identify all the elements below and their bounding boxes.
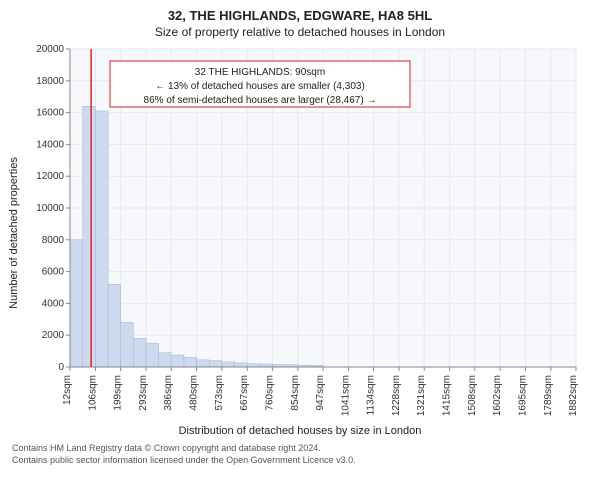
histogram-bar — [95, 111, 108, 367]
svg-text:0: 0 — [58, 362, 64, 373]
svg-text:16000: 16000 — [36, 108, 64, 119]
svg-text:480sqm: 480sqm — [189, 375, 200, 411]
svg-text:1789sqm: 1789sqm — [543, 375, 554, 416]
chart-wrap: Number of detached properties 0200040006… — [26, 43, 586, 423]
callout-line-3: 86% of semi-detached houses are larger (… — [144, 95, 377, 106]
svg-text:10000: 10000 — [36, 203, 64, 214]
svg-text:947sqm: 947sqm — [315, 375, 326, 411]
svg-text:1228sqm: 1228sqm — [391, 375, 402, 416]
histogram-bar — [146, 343, 159, 367]
svg-text:1321sqm: 1321sqm — [416, 375, 427, 416]
svg-text:1602sqm: 1602sqm — [492, 375, 503, 416]
callout-line-2: ← 13% of detached houses are smaller (4,… — [155, 81, 365, 92]
svg-text:12sqm: 12sqm — [62, 375, 73, 405]
svg-text:18000: 18000 — [36, 76, 64, 87]
histogram-bar — [121, 322, 134, 367]
svg-text:6000: 6000 — [42, 267, 65, 278]
svg-text:106sqm: 106sqm — [87, 375, 98, 411]
svg-text:199sqm: 199sqm — [113, 375, 124, 411]
svg-text:1134sqm: 1134sqm — [366, 375, 377, 415]
histogram-bar — [108, 284, 120, 367]
svg-text:12000: 12000 — [36, 171, 64, 182]
histogram-bar — [171, 355, 184, 367]
histogram-bar — [184, 357, 197, 367]
histogram-bar — [133, 338, 146, 367]
histogram-bar — [222, 362, 235, 367]
callout-line-1: 32 THE HIGHLANDS: 90sqm — [195, 67, 325, 78]
svg-text:2000: 2000 — [42, 330, 65, 341]
svg-text:8000: 8000 — [42, 235, 65, 246]
svg-text:20000: 20000 — [36, 44, 64, 55]
svg-text:386sqm: 386sqm — [163, 375, 174, 411]
footnote-line-2: Contains public sector information licen… — [12, 455, 588, 467]
y-axis-label: Number of detached properties — [8, 157, 20, 309]
title-main: 32, THE HIGHLANDS, EDGWARE, HA8 5HL — [12, 8, 588, 23]
histogram-bar — [70, 240, 83, 367]
histogram-bar — [83, 106, 96, 367]
chart-container: 32, THE HIGHLANDS, EDGWARE, HA8 5HL Size… — [0, 0, 600, 500]
histogram-bar — [247, 364, 260, 367]
svg-text:1415sqm: 1415sqm — [442, 375, 453, 416]
svg-text:667sqm: 667sqm — [239, 375, 250, 411]
histogram-bar — [209, 361, 221, 367]
svg-text:573sqm: 573sqm — [214, 375, 225, 411]
svg-text:1508sqm: 1508sqm — [467, 375, 478, 416]
svg-text:1695sqm: 1695sqm — [517, 375, 528, 416]
footnote-line-1: Contains HM Land Registry data © Crown c… — [12, 443, 588, 455]
x-axis-label: Distribution of detached houses by size … — [12, 425, 588, 437]
svg-text:760sqm: 760sqm — [264, 375, 275, 411]
histogram-bar — [159, 353, 171, 367]
histogram-bar — [197, 360, 210, 367]
svg-text:293sqm: 293sqm — [138, 375, 149, 411]
histogram-chart: 0 2000 4000 6000 8000 10000 12000 14000 16000 180… — [26, 43, 586, 423]
svg-text:854sqm: 854sqm — [290, 375, 301, 411]
svg-text:4000: 4000 — [42, 298, 65, 309]
svg-text:1882sqm: 1882sqm — [568, 375, 579, 416]
footnote: Contains HM Land Registry data © Crown c… — [12, 443, 588, 466]
histogram-bar — [235, 363, 248, 367]
svg-text:14000: 14000 — [36, 139, 64, 150]
title-sub: Size of property relative to detached ho… — [12, 25, 588, 39]
svg-text:1041sqm: 1041sqm — [340, 375, 351, 416]
